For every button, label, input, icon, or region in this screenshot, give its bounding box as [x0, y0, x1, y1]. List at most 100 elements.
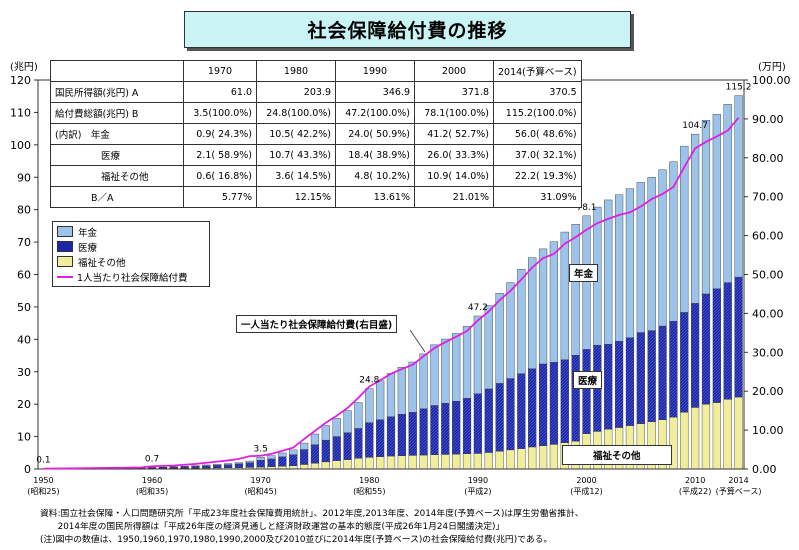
bar-pension: [517, 269, 526, 374]
table-cell: 371.8: [414, 81, 494, 103]
bar-pension: [604, 199, 613, 345]
bar-pension: [495, 293, 504, 384]
axis-layer: 0 10 20 30 40 50 60 70 80 90 100 110 120 0.00 10.00 20.…: [10, 74, 791, 496]
bar-medical: [582, 349, 591, 434]
y2-tick-label: 40.00: [752, 307, 784, 320]
bar-medical: [691, 303, 700, 408]
x-tick-label: 2010: [685, 476, 705, 485]
bar-welfare: [441, 454, 450, 470]
bar-pension: [506, 282, 515, 379]
bar-pension: [680, 145, 689, 313]
table-cell: 3.5(100.0%): [183, 102, 257, 124]
table-cell: 203.9: [256, 81, 336, 103]
bar-medical: [517, 373, 526, 449]
bar-value-label: 115.2: [726, 83, 752, 93]
bar-medical: [223, 464, 233, 468]
y-tick-label: 70: [17, 236, 31, 249]
x-tick-label: (平成12): [570, 486, 602, 496]
x-tick-label: (予算ベース): [716, 486, 762, 496]
bar-medical: [191, 466, 200, 469]
bar-medical: [549, 362, 559, 445]
bar-pension: [321, 425, 330, 441]
bar-welfare: [310, 462, 320, 470]
bar-pension: [191, 465, 200, 467]
legend-swatch-pension: [57, 226, 73, 237]
bar-pension: [267, 455, 276, 460]
bar-pension: [538, 248, 548, 365]
table-cell: 12.15%: [256, 186, 336, 208]
table-cell: 0.9( 24.3%): [183, 123, 257, 145]
legend-swatch-per-capita-line: [57, 275, 73, 278]
table-cell: 37.0( 32.1%): [493, 144, 582, 166]
table-cell: 2.1( 58.9%): [183, 144, 257, 166]
bar-welfare: [538, 445, 548, 470]
table-cell: 41.2( 52.7%): [414, 123, 494, 145]
bar-medical: [365, 422, 374, 458]
bar-welfare: [691, 407, 700, 470]
table-row-label: 給付費総額(兆円) B: [50, 102, 184, 124]
x-tick-label: (昭和35): [136, 487, 168, 496]
source-line: 資料:国立社会保障・人口問題研究所「平成23年度社会保障費用統計」、2012年度…: [40, 509, 584, 519]
bar-medical: [430, 405, 439, 455]
bar-medical: [647, 330, 656, 422]
bar-pension: [582, 215, 591, 350]
bar-pension: [365, 388, 374, 423]
table-row-label: 国民所得額(兆円) A: [50, 81, 184, 103]
table-row-label: (内訳) 年金: [50, 123, 184, 145]
bar-pension: [571, 224, 580, 356]
y2-tick-label: 30.00: [752, 346, 784, 359]
bar-medical: [397, 414, 406, 456]
bar-medical: [256, 460, 265, 468]
table-cell: 47.2(100.0%): [335, 102, 415, 124]
table-cell: 18.4( 38.9%): [335, 144, 415, 166]
bar-welfare: [452, 453, 461, 470]
bar-welfare: [484, 452, 493, 470]
table-cell: 61.0: [183, 81, 257, 103]
bar-pension: [441, 338, 450, 404]
bar-pension: [701, 119, 711, 295]
bar-medical: [343, 432, 352, 460]
bar-value-label: 24.8: [359, 376, 379, 386]
bar-welfare: [354, 458, 363, 470]
bar-medical: [734, 276, 743, 398]
bar-pension: [473, 315, 483, 394]
y2-tick-label: 20.00: [752, 385, 784, 398]
bar-medical: [376, 419, 385, 457]
bar-pension: [354, 402, 363, 429]
bar-medical: [712, 288, 721, 403]
line-layer: [43, 117, 740, 470]
x-tick-label: (昭和45): [244, 487, 276, 496]
x-tick-label: 2014: [728, 476, 748, 485]
bar-welfare: [408, 455, 417, 470]
bar-pension: [419, 353, 428, 409]
bar-pension: [549, 241, 559, 363]
bar-value-label: 0.1: [36, 456, 50, 466]
bar-pension: [484, 305, 493, 390]
bar-medical: [462, 398, 472, 454]
bar-medical: [245, 462, 254, 468]
bar-welfare: [680, 412, 689, 470]
bar-welfare: [386, 455, 396, 470]
bar-welfare: [419, 454, 428, 470]
table-cell: 24.0( 50.9%): [335, 123, 415, 145]
y2-tick-label: 60.00: [752, 230, 784, 243]
chart-title: 社会保障給付費の推移: [184, 11, 631, 48]
bar-pension: [180, 466, 189, 467]
table-cell: 13.61%: [335, 186, 415, 208]
table-cell: 10.7( 43.3%): [256, 144, 336, 166]
bar-medical: [723, 282, 732, 400]
table-row: B／A 5.77% 12.15% 13.61% 21.01% 31.09%: [50, 186, 582, 208]
bar-pension: [278, 452, 287, 458]
callout-pointer: [409, 329, 426, 353]
y-tick-label: 110: [10, 106, 31, 119]
per-capita-callout: 一人当たり社会保障給付費(右目盛): [236, 315, 398, 333]
bar-medical: [234, 463, 244, 468]
bar-medical: [180, 466, 189, 469]
y-tick-label: 40: [17, 333, 31, 346]
bar-pension: [213, 464, 222, 466]
source-note: 資料:国立社会保障・人口問題研究所「平成23年度社会保障費用統計」、2012年度…: [40, 508, 584, 547]
bar-pension: [647, 177, 656, 331]
labels-layer: 0.1 0.7 3.5 24.8 47.2 78.1 104.7 115.2: [36, 83, 751, 466]
bar-medical: [528, 368, 537, 448]
